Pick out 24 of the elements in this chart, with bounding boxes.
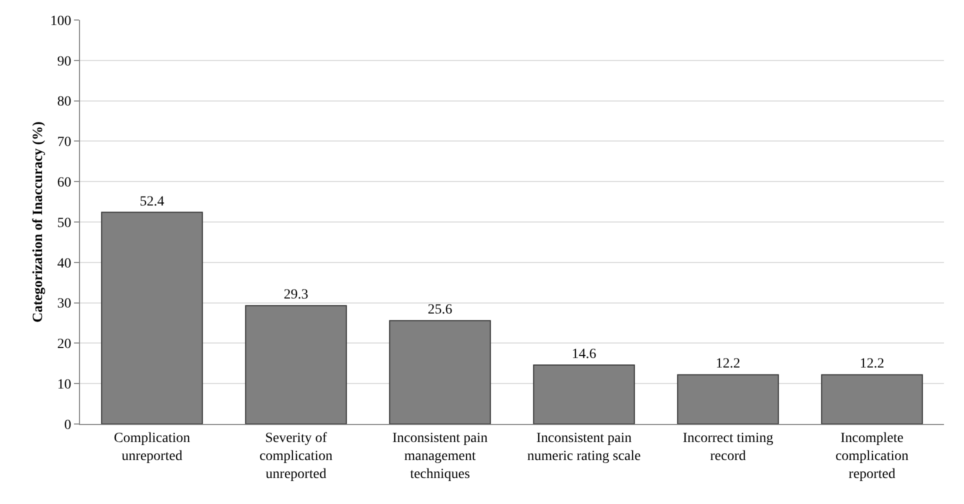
y-tick-label: 50 [57,216,72,231]
y-tick-label: 100 [50,14,72,29]
y-axis-title: Categorization of Inaccuracy (%) [31,121,46,323]
x-tick-label: Inconsistent pain numeric rating scale [527,430,641,464]
y-tick-label: 70 [57,135,72,150]
y-tick-label: 40 [57,256,72,272]
y-tick-label: 10 [57,378,72,392]
y-tick-label: 20 [57,337,72,352]
x-tick-label: Inconsistent pain management techniques [392,430,488,482]
data-label: 29.3 [284,288,308,303]
x-tick-label: Severity of complication unreported [259,430,333,482]
y-tick-label: 30 [57,296,72,312]
data-label: 25.6 [428,302,452,318]
x-tick-label: Incorrect timing record [682,430,774,464]
y-tick-label: 90 [57,54,72,70]
data-label: 52.4 [140,194,164,210]
data-label: 12.2 [860,356,884,372]
data-label: 12.2 [716,356,740,372]
x-tick-label: Complication unreported [114,430,190,464]
y-tick-label: 80 [57,94,72,110]
y-tick-label: 60 [57,176,72,190]
x-tick-label: Incomplete complication reported [835,430,909,482]
y-tick-label: 0 [64,418,72,433]
data-label: 14.6 [572,347,596,362]
